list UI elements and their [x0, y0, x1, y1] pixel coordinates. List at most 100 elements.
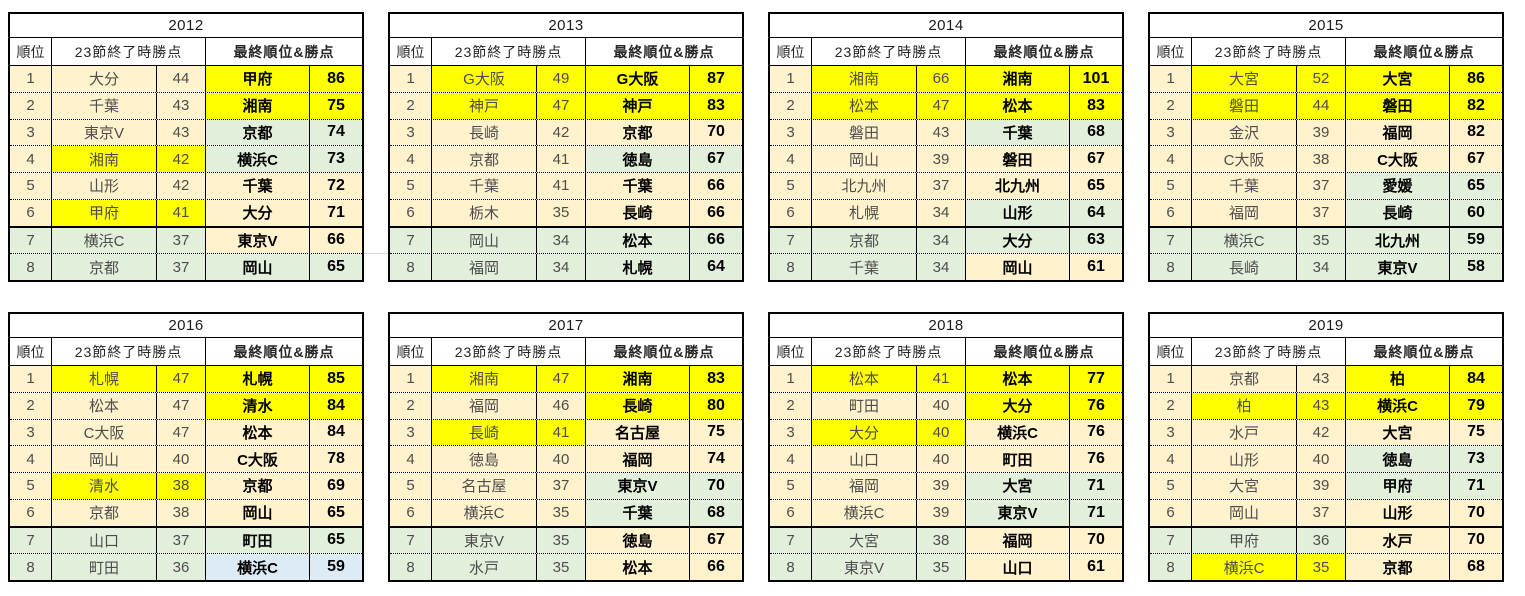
r23-points-cell: 35 [1297, 227, 1346, 254]
final-points-cell: 67 [690, 146, 742, 172]
table-row: 5 北九州 37 北九州 65 [770, 173, 1122, 200]
table-row: 6 横浜C 39 東京V 71 [770, 499, 1122, 528]
r23-points-cell: 35 [537, 499, 586, 526]
rank-cell: 1 [770, 66, 812, 92]
table-header-row: 順位 23節終了時勝点 最終順位&勝点 [1150, 38, 1502, 66]
final-team-cell: 千葉 [586, 173, 690, 199]
table-row: 1 湘南 66 湘南 101 [770, 66, 1122, 93]
rank-cell: 7 [390, 227, 432, 254]
r23-team-cell: 栃木 [432, 199, 537, 226]
final-points-cell: 101 [1070, 66, 1122, 92]
final-points-cell: 61 [1070, 254, 1122, 280]
rank-cell: 5 [390, 173, 432, 199]
final-points-cell: 63 [1070, 227, 1122, 254]
rank-cell: 7 [770, 227, 812, 254]
r23-points-cell: 52 [1297, 66, 1346, 92]
rank-cell: 2 [390, 92, 432, 119]
final-points-cell: 76 [1070, 446, 1122, 472]
col-header-final-rank-points: 最終順位&勝点 [1346, 38, 1502, 65]
r23-team-cell: 大分 [52, 66, 157, 92]
table-row: 5 名古屋 37 東京V 70 [390, 473, 742, 500]
table-row: 4 山口 40 町田 76 [770, 446, 1122, 473]
r23-points-cell: 40 [1297, 446, 1346, 472]
rank-cell: 2 [10, 392, 52, 419]
year-table: 2018 順位 23節終了時勝点 最終順位&勝点 1 松本 41 松本 77 2 町田 40 大… [768, 312, 1124, 582]
final-points-cell: 86 [310, 66, 362, 92]
rank-cell: 5 [1150, 473, 1192, 499]
final-points-cell: 66 [310, 227, 362, 254]
table-row: 8 水戸 35 松本 66 [390, 554, 742, 580]
table-row: 1 G大阪 49 G大阪 87 [390, 66, 742, 93]
rank-cell: 4 [770, 446, 812, 472]
r23-points-cell: 40 [157, 446, 206, 472]
final-points-cell: 70 [690, 473, 742, 499]
table-row: 8 横浜C 35 京都 68 [1150, 554, 1502, 580]
r23-team-cell: 岡山 [1192, 499, 1297, 526]
final-points-cell: 66 [690, 199, 742, 226]
final-team-cell: 愛媛 [1346, 173, 1450, 199]
final-points-cell: 67 [690, 527, 742, 554]
r23-points-cell: 46 [537, 392, 586, 419]
final-points-cell: 75 [310, 92, 362, 119]
table-body: 1 札幌 47 札幌 85 2 松本 47 清水 84 3 C大阪 47 松本 84 4 岡山 40 C大阪 78 5 清… [10, 366, 362, 580]
r23-points-cell: 36 [157, 554, 206, 580]
r23-team-cell: 長崎 [432, 119, 537, 146]
table-title-year: 2012 [10, 14, 362, 38]
r23-points-cell: 39 [917, 146, 966, 172]
rank-cell: 1 [1150, 66, 1192, 92]
r23-points-cell: 34 [917, 227, 966, 254]
rank-cell: 5 [10, 473, 52, 499]
r23-team-cell: 京都 [432, 146, 537, 172]
final-points-cell: 67 [1070, 146, 1122, 172]
final-points-cell: 72 [310, 173, 362, 199]
r23-team-cell: 町田 [812, 392, 917, 419]
final-team-cell: 神戸 [586, 92, 690, 119]
col-header-rank: 順位 [390, 338, 432, 365]
r23-points-cell: 38 [917, 527, 966, 554]
table-row: 1 大分 44 甲府 86 [10, 66, 362, 93]
table-row: 7 山口 37 町田 65 [10, 527, 362, 555]
col-header-round23-points: 23節終了時勝点 [52, 338, 206, 365]
rank-cell: 1 [10, 66, 52, 92]
final-points-cell: 77 [1070, 366, 1122, 392]
rank-cell: 4 [10, 146, 52, 172]
r23-points-cell: 42 [157, 146, 206, 172]
table-row: 5 千葉 37 愛媛 65 [1150, 173, 1502, 200]
final-team-cell: 磐田 [966, 146, 1070, 172]
table-row: 3 水戸 42 大宮 75 [1150, 419, 1502, 447]
final-points-cell: 79 [1450, 392, 1502, 419]
rank-cell: 8 [390, 554, 432, 580]
r23-points-cell: 47 [537, 92, 586, 119]
final-points-cell: 84 [1450, 366, 1502, 392]
r23-points-cell: 36 [1297, 527, 1346, 554]
final-team-cell: 徳島 [586, 146, 690, 172]
rank-cell: 7 [1150, 527, 1192, 554]
r23-team-cell: 京都 [1192, 366, 1297, 392]
col-header-final-rank-points: 最終順位&勝点 [1346, 338, 1502, 365]
final-points-cell: 71 [1450, 473, 1502, 499]
r23-points-cell: 47 [917, 92, 966, 119]
rank-cell: 6 [390, 499, 432, 526]
r23-points-cell: 40 [917, 392, 966, 419]
r23-team-cell: 京都 [52, 499, 157, 526]
table-header-row: 順位 23節終了時勝点 最終順位&勝点 [390, 338, 742, 366]
col-header-round23-points: 23節終了時勝点 [812, 38, 966, 65]
r23-team-cell: 札幌 [812, 199, 917, 226]
rank-cell: 3 [1150, 419, 1192, 446]
r23-team-cell: 長崎 [432, 419, 537, 446]
final-team-cell: G大阪 [586, 66, 690, 92]
table-title-year: 2017 [390, 314, 742, 338]
r23-points-cell: 37 [917, 173, 966, 199]
rank-cell: 8 [10, 254, 52, 280]
rank-cell: 6 [10, 499, 52, 526]
r23-team-cell: 神戸 [432, 92, 537, 119]
final-team-cell: 千葉 [586, 499, 690, 526]
table-row: 3 東京V 43 京都 74 [10, 119, 362, 147]
r23-points-cell: 34 [537, 254, 586, 280]
rank-cell: 2 [1150, 92, 1192, 119]
final-points-cell: 83 [690, 92, 742, 119]
r23-team-cell: 札幌 [52, 366, 157, 392]
final-team-cell: 福岡 [586, 446, 690, 472]
final-points-cell: 74 [690, 446, 742, 472]
final-team-cell: 大分 [966, 227, 1070, 254]
